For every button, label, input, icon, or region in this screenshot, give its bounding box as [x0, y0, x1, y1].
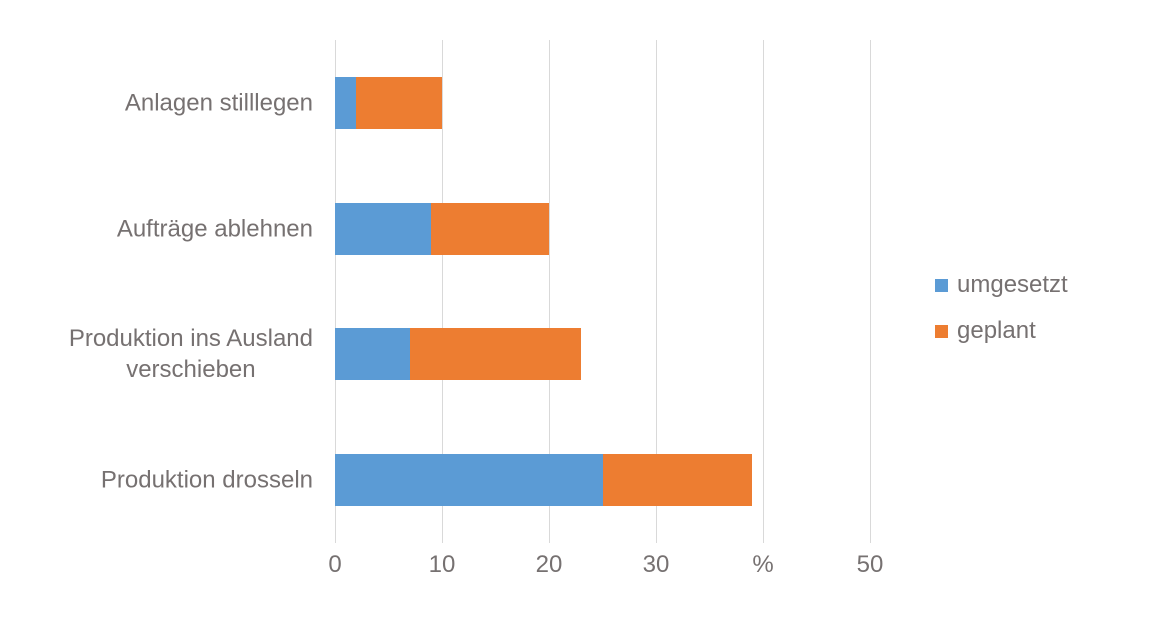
x-tick-label: 0: [328, 551, 342, 578]
gridline: [441, 40, 443, 543]
category-label: Produktion ins Ausland verschieben: [68, 325, 313, 384]
plot-area: [334, 40, 871, 543]
gridline: [869, 40, 871, 543]
legend-item-geplant: geplant: [935, 316, 1068, 346]
legend-item-umgesetzt: umgesetzt: [935, 270, 1068, 300]
x-tick-label: 20: [535, 551, 563, 578]
x-tick-label: 10: [428, 551, 456, 578]
legend-label-umgesetzt: umgesetzt: [957, 271, 1068, 298]
gridline: [334, 40, 336, 543]
legend-label-geplant: geplant: [957, 317, 1036, 344]
bar-segment-umgesetzt: [335, 76, 357, 129]
category-label: Produktion drosseln: [100, 466, 313, 494]
gridline: [655, 40, 657, 543]
gridline: [762, 40, 764, 543]
bar-segment-umgesetzt: [335, 454, 603, 507]
bar-segment-geplant: [356, 76, 442, 129]
bar-segment-geplant: [602, 454, 753, 507]
gridline: [548, 40, 550, 543]
x-tick-label: 30: [642, 551, 670, 578]
value-axis: 0 10 20 30% 50: [328, 551, 883, 582]
bar-segment-geplant: [431, 202, 549, 255]
x-tick-label: 50: [856, 551, 884, 578]
bar-segment-umgesetzt: [335, 328, 410, 381]
legend-swatch-geplant: [935, 324, 948, 338]
category-label: Aufträge ablehnen: [116, 215, 313, 243]
bar-segment-umgesetzt: [335, 202, 432, 255]
category-label: Anlagen stilllegen: [124, 89, 313, 117]
legend-swatch-umgesetzt: [935, 278, 948, 292]
bar-segment-geplant: [409, 328, 582, 381]
x-tick-label: %: [752, 551, 774, 578]
category-axis: Anlagen stilllegen Aufträge ablehnen Produ…: [0, 40, 313, 543]
legend: umgesetzt geplant: [935, 270, 1068, 346]
